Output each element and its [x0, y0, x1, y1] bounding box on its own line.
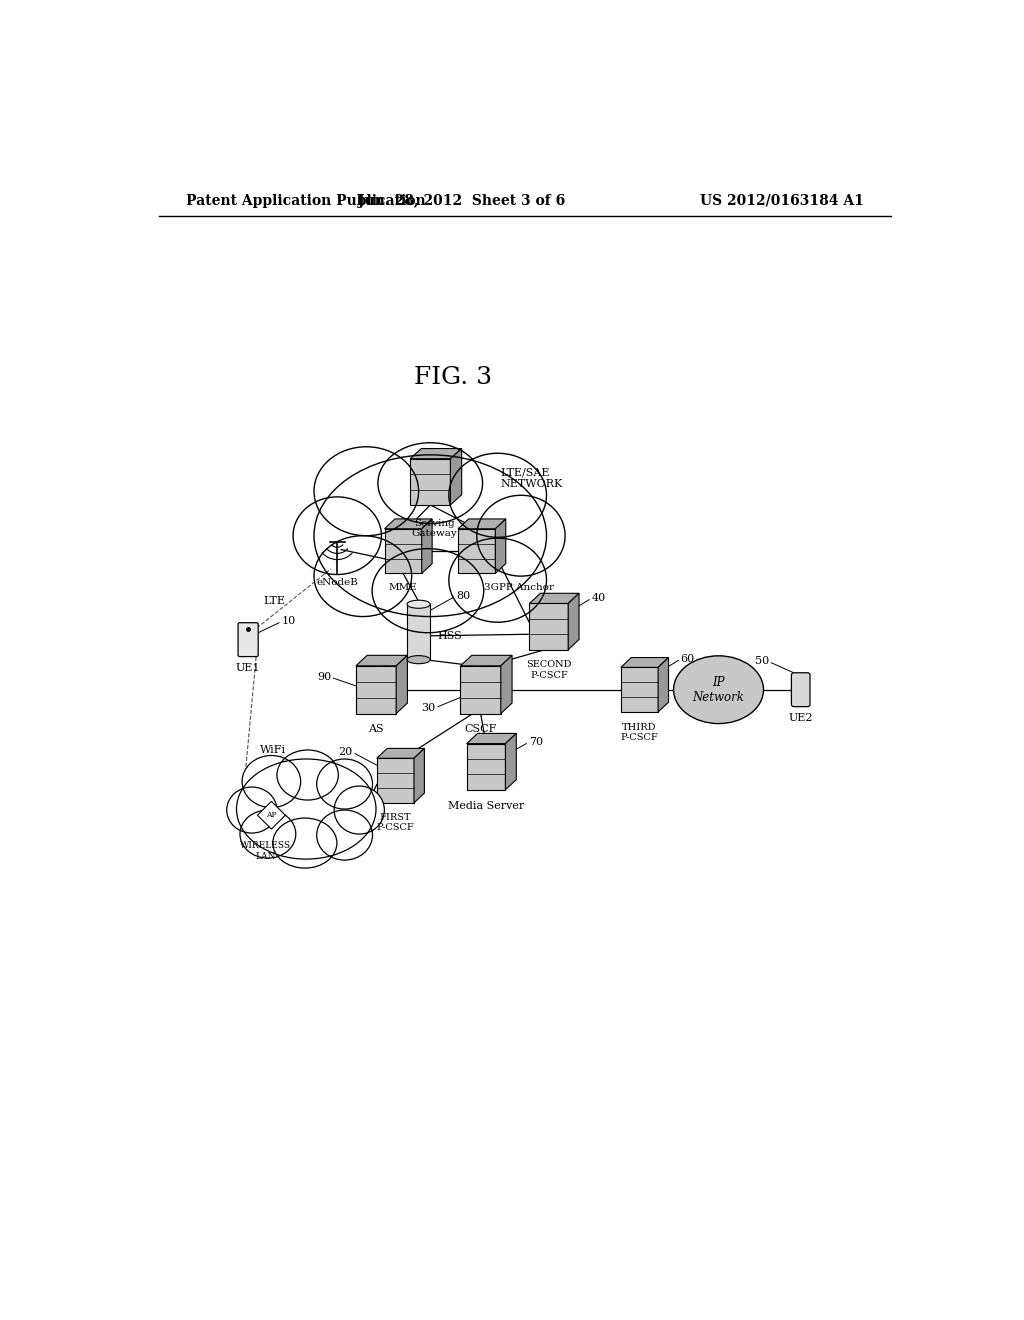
Text: eNodeB: eNodeB — [316, 578, 358, 587]
Ellipse shape — [242, 755, 301, 808]
Text: SECOND
P-CSCF: SECOND P-CSCF — [526, 660, 571, 680]
Polygon shape — [396, 655, 408, 714]
Text: LTE/SAE
NETWORK: LTE/SAE NETWORK — [500, 467, 562, 488]
Ellipse shape — [314, 536, 412, 616]
Polygon shape — [407, 605, 430, 660]
Text: Serving
Gateway: Serving Gateway — [412, 519, 457, 539]
Text: AP: AP — [266, 812, 276, 820]
Polygon shape — [501, 655, 512, 714]
Text: LTE: LTE — [263, 597, 286, 606]
Text: 10: 10 — [282, 616, 296, 626]
Ellipse shape — [449, 453, 547, 537]
Polygon shape — [356, 655, 408, 665]
Ellipse shape — [477, 495, 565, 576]
Polygon shape — [410, 449, 462, 459]
Ellipse shape — [314, 446, 419, 536]
Ellipse shape — [407, 601, 430, 609]
Text: FIRST
P-CSCF: FIRST P-CSCF — [377, 813, 415, 833]
Text: 60: 60 — [681, 653, 695, 664]
Ellipse shape — [237, 759, 376, 859]
Text: 50: 50 — [755, 656, 769, 667]
Polygon shape — [658, 657, 669, 711]
Polygon shape — [356, 665, 396, 714]
Ellipse shape — [372, 549, 483, 632]
Polygon shape — [568, 593, 579, 649]
Text: 30: 30 — [422, 704, 435, 713]
Text: 20: 20 — [339, 747, 352, 758]
Text: HSS: HSS — [437, 631, 462, 640]
Polygon shape — [410, 459, 451, 506]
Polygon shape — [496, 519, 506, 573]
Polygon shape — [461, 655, 512, 665]
Polygon shape — [451, 449, 462, 506]
Polygon shape — [461, 665, 501, 714]
Ellipse shape — [240, 810, 296, 858]
Text: IP
Network: IP Network — [299, 803, 342, 822]
Text: MME: MME — [389, 583, 418, 593]
FancyBboxPatch shape — [238, 623, 258, 656]
Ellipse shape — [407, 656, 430, 664]
Polygon shape — [377, 758, 414, 803]
Ellipse shape — [276, 750, 338, 800]
Ellipse shape — [449, 539, 547, 622]
Ellipse shape — [314, 455, 547, 616]
Polygon shape — [467, 743, 506, 789]
Polygon shape — [414, 748, 424, 803]
FancyBboxPatch shape — [792, 673, 810, 706]
Polygon shape — [467, 734, 516, 743]
Ellipse shape — [226, 787, 276, 833]
Polygon shape — [257, 801, 286, 829]
Text: 70: 70 — [528, 737, 543, 747]
Text: US 2012/0163184 A1: US 2012/0163184 A1 — [700, 194, 864, 207]
Ellipse shape — [334, 785, 384, 834]
Text: THIRD
P-CSCF: THIRD P-CSCF — [621, 723, 658, 742]
Text: 40: 40 — [592, 593, 606, 603]
Text: Jun. 28, 2012  Sheet 3 of 6: Jun. 28, 2012 Sheet 3 of 6 — [357, 194, 565, 207]
Polygon shape — [385, 519, 432, 529]
Polygon shape — [621, 657, 669, 668]
Polygon shape — [529, 603, 568, 649]
Polygon shape — [458, 519, 506, 529]
Polygon shape — [529, 593, 579, 603]
Text: 3GPP Anchor: 3GPP Anchor — [484, 583, 555, 593]
Ellipse shape — [293, 496, 381, 574]
Text: WiFi: WiFi — [260, 744, 286, 755]
Text: WIRELESS
LAN: WIRELESS LAN — [241, 841, 292, 861]
Ellipse shape — [283, 785, 357, 841]
Polygon shape — [621, 668, 658, 711]
Text: 90: 90 — [316, 672, 331, 682]
Ellipse shape — [272, 818, 337, 869]
Text: IP
Network: IP Network — [692, 676, 744, 704]
Text: FIG. 3: FIG. 3 — [415, 367, 493, 389]
Text: 80: 80 — [456, 591, 470, 601]
Ellipse shape — [316, 759, 373, 809]
Ellipse shape — [674, 656, 764, 723]
Text: UE2: UE2 — [788, 713, 813, 723]
Polygon shape — [377, 748, 424, 758]
Text: AS: AS — [369, 725, 384, 734]
Text: Media Server: Media Server — [447, 800, 524, 810]
Text: UE1: UE1 — [236, 663, 260, 673]
Polygon shape — [385, 529, 422, 573]
Ellipse shape — [378, 442, 482, 524]
Polygon shape — [506, 734, 516, 789]
Polygon shape — [422, 519, 432, 573]
Text: CSCF: CSCF — [465, 725, 497, 734]
Polygon shape — [458, 529, 496, 573]
Ellipse shape — [316, 810, 373, 861]
Text: Patent Application Publication: Patent Application Publication — [186, 194, 426, 207]
